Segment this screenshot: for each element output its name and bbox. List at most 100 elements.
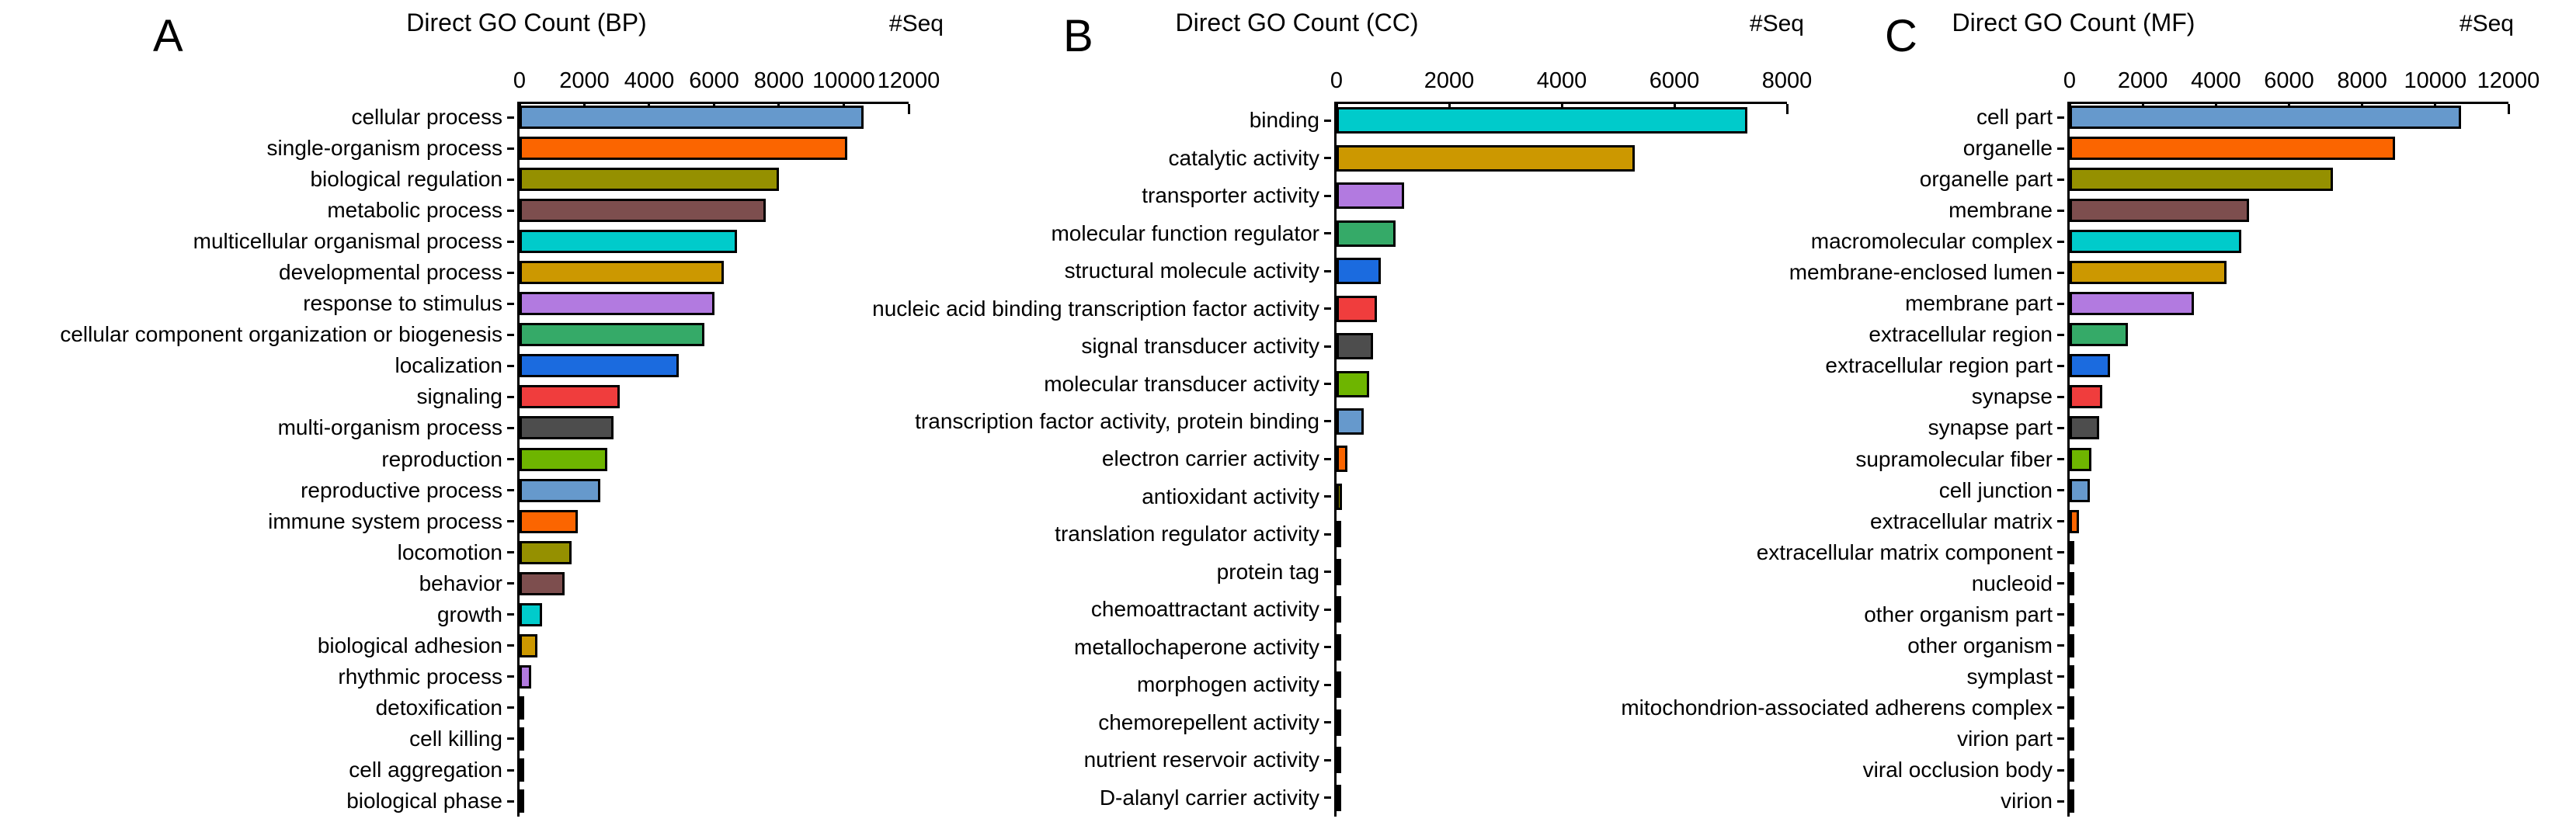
chart-body: cell part organelle organelle part membrane… (1621, 102, 2510, 817)
bar (1337, 671, 1341, 699)
category-tick (2057, 520, 2064, 523)
category-tick (507, 302, 514, 305)
bar-row: locomotion (0, 537, 909, 568)
category-label-cell: localization (0, 350, 517, 381)
bar-track (517, 319, 909, 350)
category-tick (2057, 271, 2064, 274)
category-label-cell: cell junction (1879, 475, 2067, 506)
bar-row: signaling (0, 381, 909, 412)
category-tick (2057, 675, 2064, 678)
category-label-cell: mitochondrion-associated adherens comple… (1621, 692, 2067, 723)
bar-track (1334, 290, 1787, 327)
category-label: cell junction (1938, 477, 2053, 502)
x-axis-tick-labels: 0 2000 4000 6000 8000 10000 12000 (513, 70, 940, 96)
bar-track (517, 412, 909, 443)
bar-row: molecular function regulator (963, 214, 1787, 251)
bar-row: electron carrier activity (963, 440, 1787, 477)
category-tick (507, 551, 514, 554)
chart-body: binding catalytic activity transporter act… (872, 102, 1789, 817)
category-label: supramolecular fiber (1855, 446, 2053, 471)
category-label: behavior (419, 571, 502, 595)
category-tick (507, 489, 514, 492)
bar-track (1334, 139, 1787, 176)
bar-track (2067, 164, 2508, 195)
category-tick (507, 116, 514, 119)
bar-row: chemoattractant activity (963, 591, 1787, 628)
category-label-cell: behavior (0, 568, 517, 599)
bar (520, 540, 572, 564)
bar-track (517, 257, 909, 288)
category-label-cell: electron carrier activity (963, 440, 1334, 477)
category-tick (1324, 194, 1331, 197)
bar-row: virion (1879, 786, 2508, 817)
bar (2070, 230, 2242, 254)
category-label-cell: catalytic activity (963, 139, 1334, 176)
category-label: cell killing (409, 726, 502, 751)
bar-row: biological adhesion (0, 630, 909, 661)
category-tick (507, 737, 514, 741)
bar-track (517, 754, 909, 786)
bar (520, 261, 725, 285)
category-tick (507, 333, 514, 336)
bar-row: reproduction (0, 444, 909, 475)
bar-row: extracellular matrix (1870, 506, 2508, 537)
x-tick-label: 6000 (1649, 68, 1700, 93)
category-tick (2057, 302, 2064, 305)
category-tick (2057, 458, 2064, 461)
category-label-cell: protein tag (963, 553, 1334, 591)
category-tick (2057, 116, 2064, 119)
bar-row: transporter activity (963, 177, 1787, 214)
category-label: virion part (1957, 726, 2053, 751)
bar (520, 696, 524, 720)
chart-title: Direct GO Count (CC) (1175, 9, 1419, 36)
bar-track (1334, 704, 1787, 741)
bar (520, 354, 679, 378)
category-tick (507, 582, 514, 585)
bar-track (1334, 403, 1787, 440)
category-label-cell: growth (0, 599, 517, 630)
bar (1337, 633, 1341, 661)
bar (520, 230, 737, 254)
bar (2070, 571, 2074, 595)
x-axis-tick (907, 104, 910, 114)
category-label-cell: cell killing (0, 723, 517, 754)
category-tick (2057, 364, 2064, 367)
bar-track (2067, 630, 2508, 661)
bar-track (2067, 754, 2508, 786)
bar-row: catalytic activity (963, 139, 1787, 176)
category-label-cell: nutrient reservoir activity (963, 741, 1334, 779)
category-label-cell: molecular function regulator (963, 214, 1334, 251)
category-tick (1324, 646, 1331, 649)
bar (2070, 261, 2227, 285)
bar (2070, 478, 2090, 502)
category-label: localization (395, 353, 502, 378)
bar-track (2067, 319, 2508, 350)
x-tick-label: 10000 (2404, 68, 2467, 93)
category-tick (507, 147, 514, 150)
bar (520, 602, 543, 626)
x-tick-label: 8000 (1761, 68, 1813, 93)
bar-row: response to stimulus (0, 288, 909, 319)
category-label: mitochondrion-associated adherens comple… (1621, 695, 2053, 720)
category-label: molecular function regulator (1051, 220, 1319, 245)
category-label-cell: locomotion (0, 537, 517, 568)
bar (2070, 106, 2461, 130)
bar-track (1334, 515, 1787, 553)
category-label: cell aggregation (349, 758, 502, 782)
category-label: signal transducer activity (1081, 334, 1319, 359)
bar-track (2067, 537, 2508, 568)
panel-bp: A Direct GO Count (BP) #Seq 0 2000 4000 600… (0, 0, 963, 836)
bar (520, 385, 621, 409)
bar-track (1334, 478, 1787, 515)
bar (1337, 295, 1378, 322)
category-label-cell: nucleic acid binding transcription facto… (872, 290, 1334, 327)
bar-track (2067, 475, 2508, 506)
bar-track (517, 133, 909, 164)
category-label-cell: symplast (1879, 661, 2067, 692)
category-label-cell: cell part (1879, 102, 2067, 133)
bar-track (2067, 444, 2508, 475)
bar-row: cellular component organization or bioge… (0, 319, 909, 350)
bar (2070, 354, 2110, 378)
bar-row: nucleic acid binding transcription facto… (872, 290, 1787, 327)
bar (2070, 199, 2249, 223)
